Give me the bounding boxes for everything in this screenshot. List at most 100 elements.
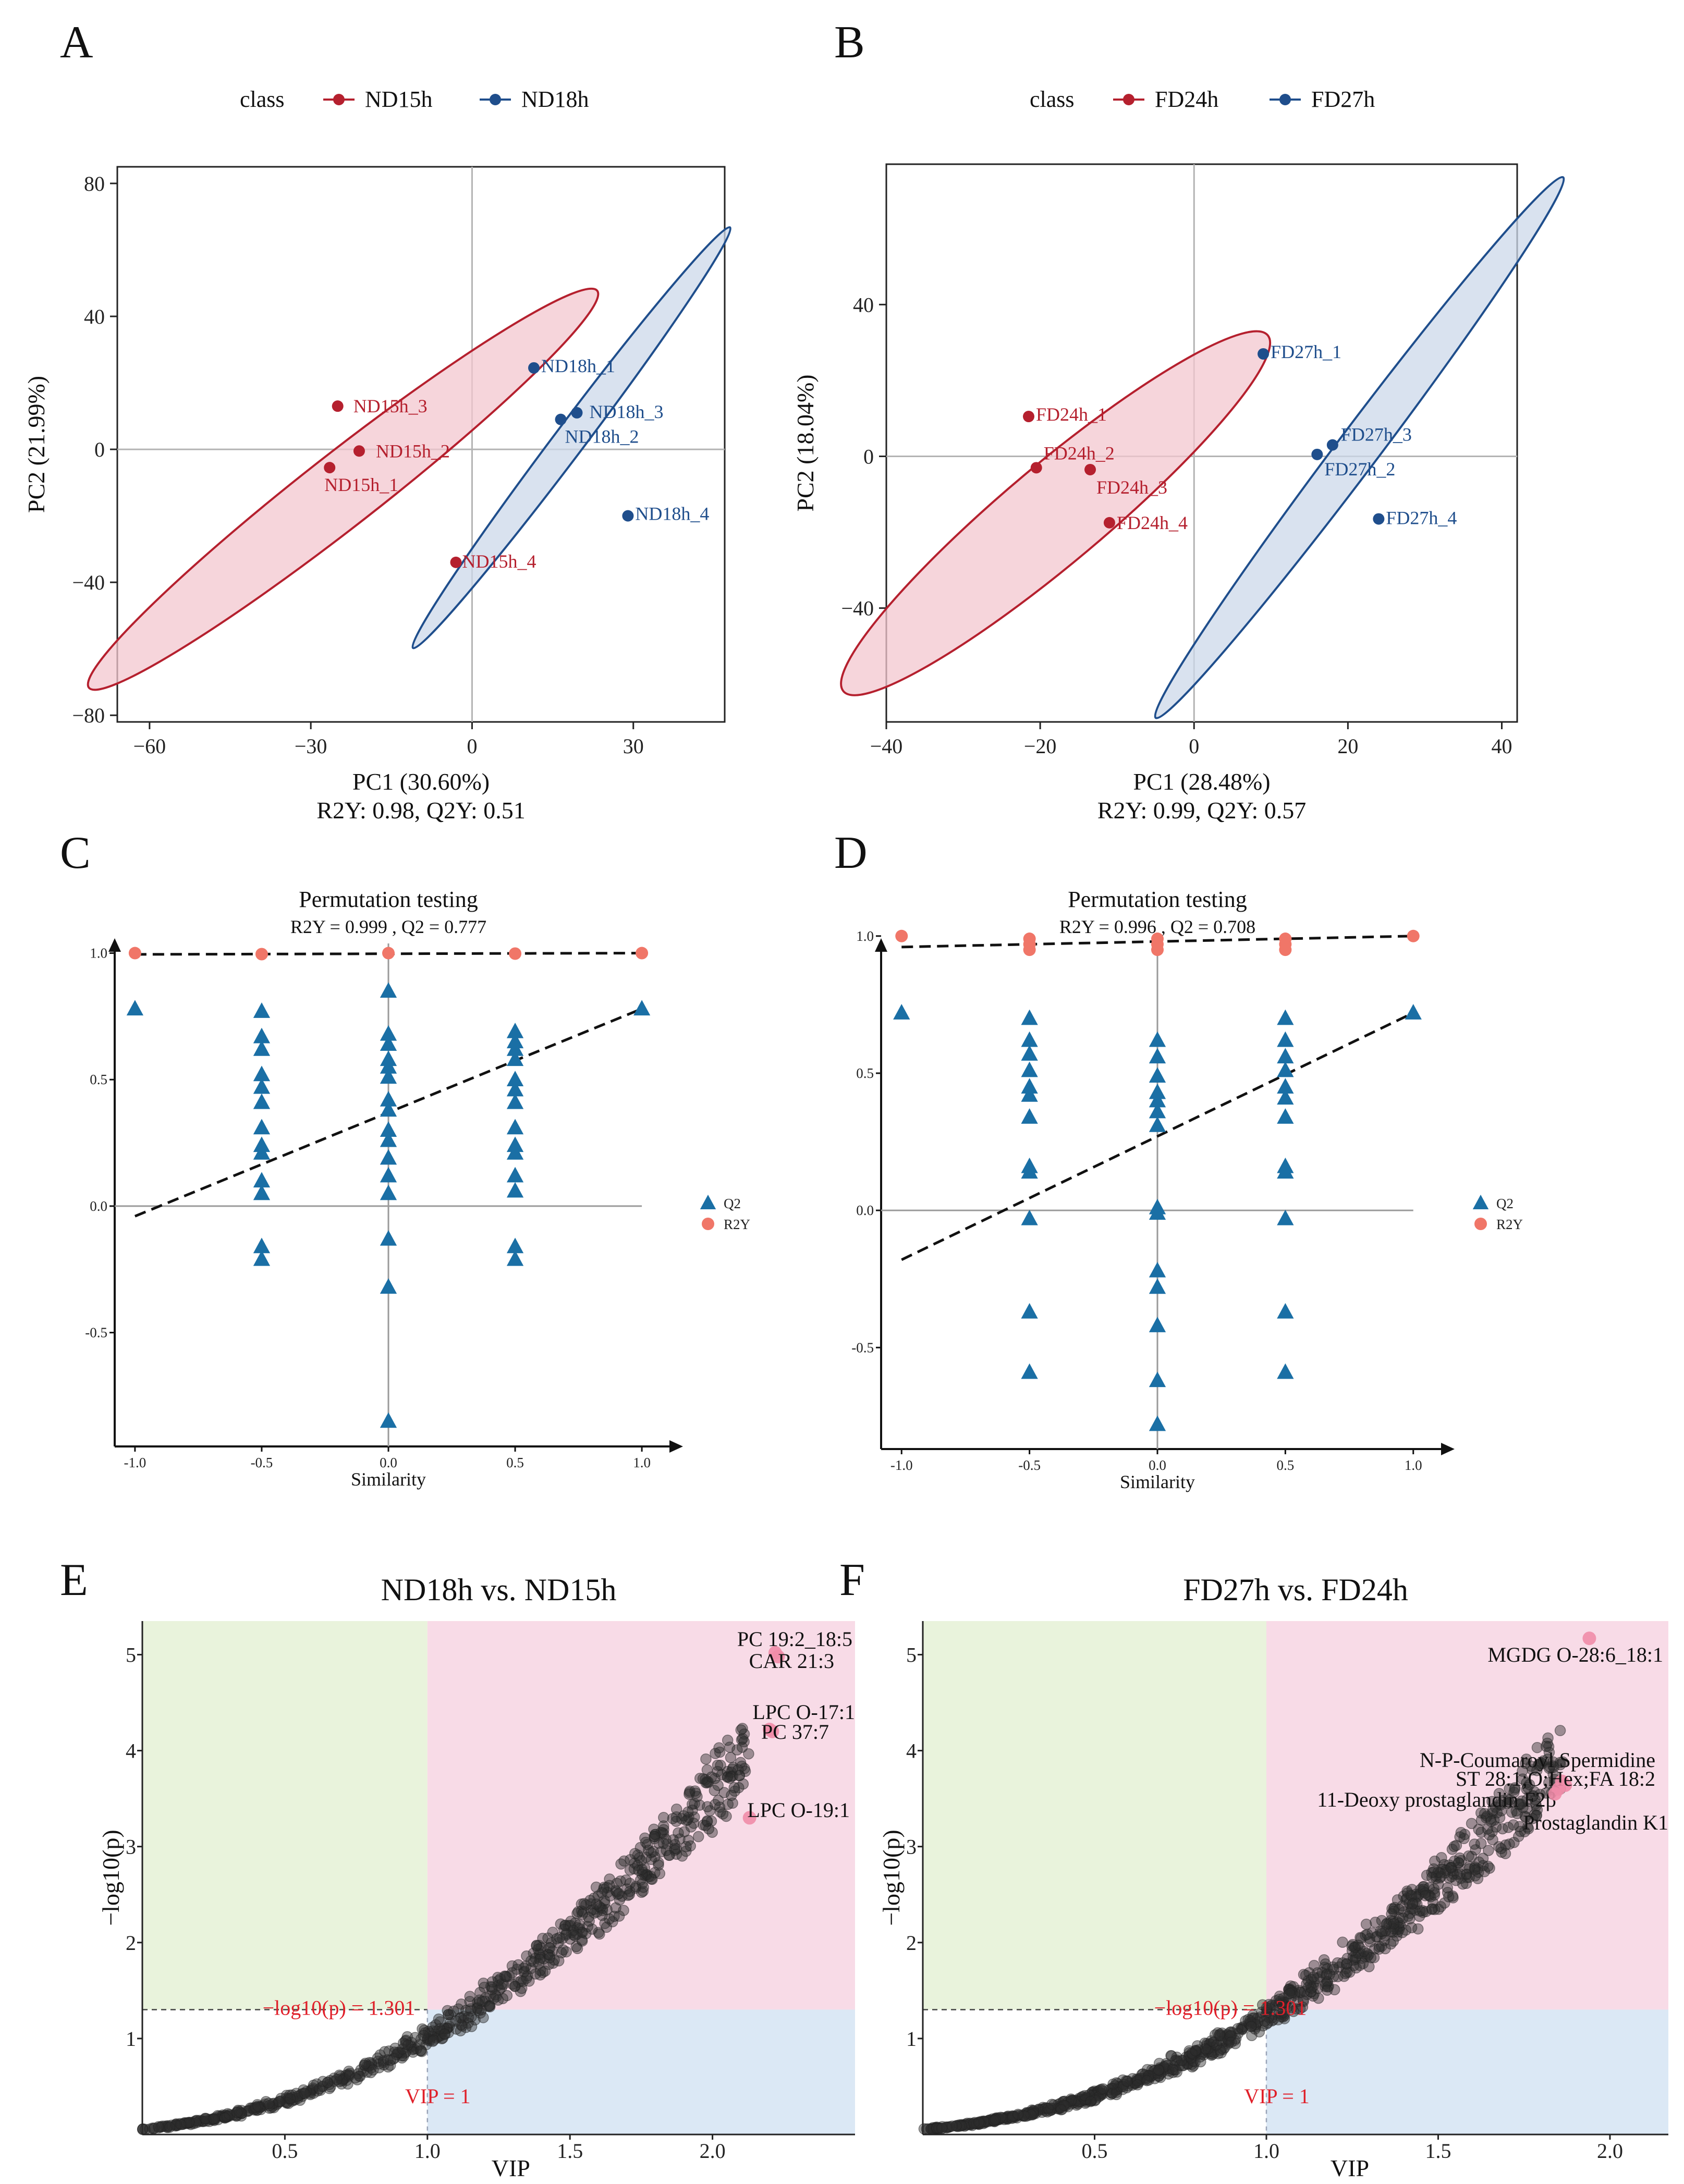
significant-point xyxy=(697,1773,709,1785)
highlight-label: LPC O-17:1 xyxy=(752,1700,855,1724)
lipid-point xyxy=(219,2112,231,2124)
y-tick-label: 0.5 xyxy=(856,1065,874,1081)
significant-point xyxy=(689,1798,700,1810)
significant-point xyxy=(1373,1943,1385,1955)
x-tick-label: 1.0 xyxy=(1405,1457,1422,1473)
significant-point xyxy=(649,1831,660,1842)
q2-point xyxy=(253,1144,271,1160)
significant-point xyxy=(725,1771,737,1782)
x-tick-label: −20 xyxy=(1024,734,1057,758)
q2-point xyxy=(126,1000,144,1016)
lipid-point xyxy=(360,2057,371,2069)
lipid-point xyxy=(402,2039,414,2051)
confidence-ellipse-fd24h xyxy=(840,330,1272,696)
sample-label: FD27h_1 xyxy=(1271,341,1341,362)
lipid-point xyxy=(1042,2103,1054,2114)
significant-point xyxy=(1445,1862,1457,1874)
x-tick-label: 0.0 xyxy=(1149,1457,1166,1473)
x-tick-label: −60 xyxy=(133,734,166,758)
significant-point xyxy=(594,1928,605,1940)
significant-point xyxy=(692,1831,704,1843)
legend-entry: ND15h xyxy=(365,87,433,112)
lipid-point xyxy=(1170,2064,1182,2076)
sample-point xyxy=(555,413,567,425)
chart-title: FD27h vs. FD24h xyxy=(1183,1573,1408,1607)
q2-point xyxy=(253,1002,271,1018)
significant-point xyxy=(492,1994,504,2006)
significant-point xyxy=(1542,1753,1554,1765)
sample-label: FD24h_1 xyxy=(1036,404,1107,425)
q2-point xyxy=(1149,1083,1166,1099)
significant-point xyxy=(1407,1898,1419,1910)
lipid-point xyxy=(936,2122,948,2134)
significant-point xyxy=(1466,1850,1478,1862)
significant-point xyxy=(618,1905,629,1916)
y-axis-arrow xyxy=(108,938,121,952)
significant-point xyxy=(1527,1790,1539,1802)
confidence-ellipse-nd15h xyxy=(87,287,600,691)
y-axis-arrow xyxy=(875,938,887,952)
y-tick-label: 2 xyxy=(906,1931,917,1955)
significant-point xyxy=(1521,1777,1532,1789)
legend-key-r2y xyxy=(1474,1218,1487,1230)
x-tick-label: −40 xyxy=(870,734,903,758)
y-tick-label: 1.0 xyxy=(856,928,874,944)
lipid-point xyxy=(438,2022,450,2034)
q2-point xyxy=(1277,1048,1294,1064)
significant-point xyxy=(721,1810,732,1822)
q2-point xyxy=(633,1000,651,1016)
q2-point xyxy=(253,1078,271,1094)
r2y-point xyxy=(509,947,522,960)
significant-point xyxy=(1515,1798,1527,1810)
q2-point xyxy=(1277,1303,1294,1319)
lipid-point xyxy=(462,2011,474,2023)
q2-point xyxy=(380,1101,397,1117)
r2y-point xyxy=(1279,943,1292,956)
lipid-point xyxy=(1205,2035,1217,2047)
significant-point xyxy=(1495,1843,1507,1855)
lipid-point xyxy=(444,2017,456,2029)
panel-a: A −60 −30 0 30 80 40 0 −40 −80 PC1 (30.60%)R2Y: 0.… xyxy=(23,17,732,824)
lipid-point xyxy=(1176,2055,1188,2066)
zone-high-vip-significant xyxy=(1266,1621,1668,2010)
x-tick-label: 1.0 xyxy=(1253,2139,1279,2163)
chart-subtitle: R2Y = 0.999 , Q2 = 0.777 xyxy=(290,916,486,937)
highlight-point xyxy=(1548,1787,1562,1801)
sample-label: FD27h_4 xyxy=(1386,508,1457,529)
x-axis-label: PC1 (30.60%) xyxy=(352,768,490,795)
significant-point xyxy=(712,1780,724,1792)
significant-point xyxy=(1543,1747,1555,1758)
significant-point xyxy=(1527,1764,1539,1776)
significant-point xyxy=(521,1972,532,1984)
r2y-point xyxy=(128,947,141,960)
sample-label: FD24h_2 xyxy=(1044,443,1115,463)
y-axis-label: PC2 (18.04%) xyxy=(792,374,819,511)
q2-point xyxy=(253,1027,271,1044)
lipid-point xyxy=(274,2096,286,2107)
sample-point xyxy=(622,510,634,522)
x-axis-label: VIP xyxy=(1331,2155,1369,2181)
q2-point xyxy=(1277,1009,1294,1025)
q2-point xyxy=(1021,1061,1038,1077)
sample-point xyxy=(1022,411,1034,423)
sample-point xyxy=(1030,462,1042,474)
sample-label: ND18h_4 xyxy=(635,504,709,524)
q2-point xyxy=(506,1119,524,1135)
lipid-point xyxy=(1245,2020,1257,2032)
x-axis-label: Similarity xyxy=(351,1469,426,1490)
legend-entry: R2Y xyxy=(724,1217,750,1232)
y-tick-label: 0.5 xyxy=(90,1072,107,1087)
significant-point xyxy=(613,1910,625,1922)
lipid-point xyxy=(153,2121,164,2132)
significant-point xyxy=(1543,1762,1555,1774)
chart-title: Permutation testing xyxy=(1068,887,1247,912)
significant-point xyxy=(640,1836,652,1848)
x-tick-label: -0.5 xyxy=(1018,1457,1041,1473)
zone-high-vip-nonsignificant xyxy=(427,2009,855,2134)
significant-point xyxy=(578,1898,590,1909)
significant-point xyxy=(1426,1871,1438,1883)
lipid-point xyxy=(161,2121,173,2133)
lipid-point xyxy=(1121,2076,1133,2087)
legend-entry: FD27h xyxy=(1311,87,1375,112)
lipid-point xyxy=(922,2123,934,2135)
